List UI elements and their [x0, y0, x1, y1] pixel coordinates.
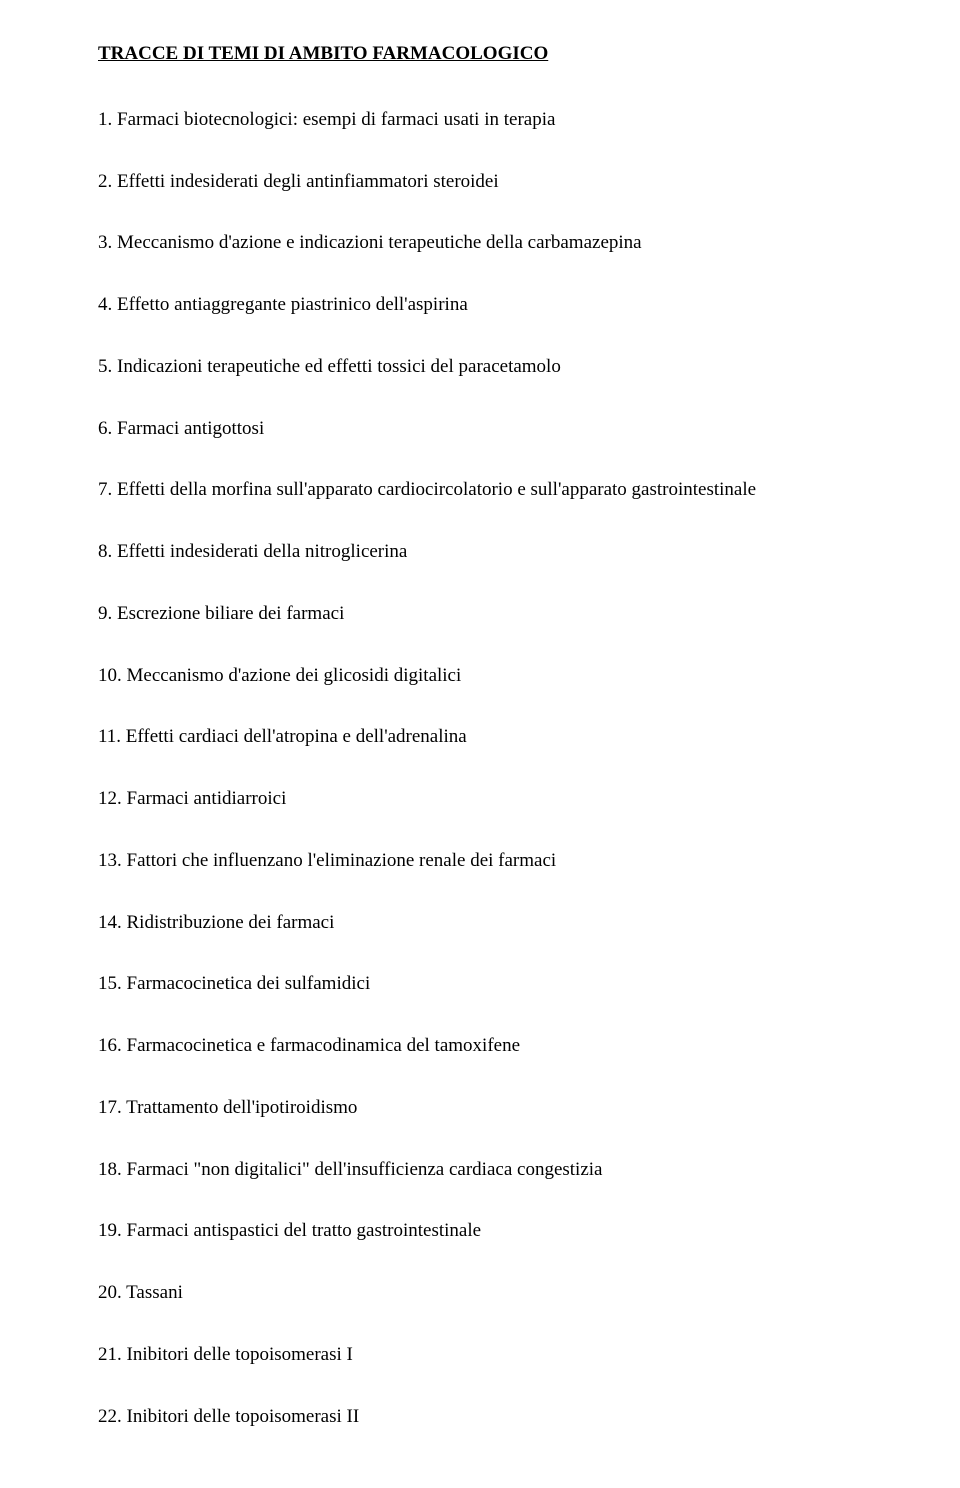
list-item: 14. Ridistribuzione dei farmaci	[98, 911, 862, 935]
list-item: 20. Tassani	[98, 1281, 862, 1305]
list-item: 18. Farmaci "non digitalici" dell'insuff…	[98, 1158, 862, 1182]
list-item: 12. Farmaci antidiarroici	[98, 787, 862, 811]
list-item: 7. Effetti della morfina sull'apparato c…	[98, 478, 862, 502]
list-item: 8. Effetti indesiderati della nitroglice…	[98, 540, 862, 564]
document-page: TRACCE DI TEMI DI AMBITO FARMACOLOGICO 1…	[0, 0, 960, 1488]
list-item: 17. Trattamento dell'ipotiroidismo	[98, 1096, 862, 1120]
list-item: 1. Farmaci biotecnologici: esempi di far…	[98, 108, 862, 132]
list-item: 10. Meccanismo d'azione dei glicosidi di…	[98, 664, 862, 688]
list-item: 22. Inibitori delle topoisomerasi II	[98, 1405, 862, 1429]
list-item: 4. Effetto antiaggregante piastrinico de…	[98, 293, 862, 317]
list-item: 21. Inibitori delle topoisomerasi I	[98, 1343, 862, 1367]
list-item: 11. Effetti cardiaci dell'atropina e del…	[98, 725, 862, 749]
list-item: 9. Escrezione biliare dei farmaci	[98, 602, 862, 626]
topic-list: 1. Farmaci biotecnologici: esempi di far…	[98, 108, 862, 1429]
list-item: 5. Indicazioni terapeutiche ed effetti t…	[98, 355, 862, 379]
list-item: 3. Meccanismo d'azione e indicazioni ter…	[98, 231, 862, 255]
list-item: 15. Farmacocinetica dei sulfamidici	[98, 972, 862, 996]
list-item: 2. Effetti indesiderati degli antinfiamm…	[98, 170, 862, 194]
list-item: 13. Fattori che influenzano l'eliminazio…	[98, 849, 862, 873]
document-title: TRACCE DI TEMI DI AMBITO FARMACOLOGICO	[98, 42, 862, 66]
list-item: 6. Farmaci antigottosi	[98, 417, 862, 441]
list-item: 16. Farmacocinetica e farmacodinamica de…	[98, 1034, 862, 1058]
list-item: 19. Farmaci antispastici del tratto gast…	[98, 1219, 862, 1243]
